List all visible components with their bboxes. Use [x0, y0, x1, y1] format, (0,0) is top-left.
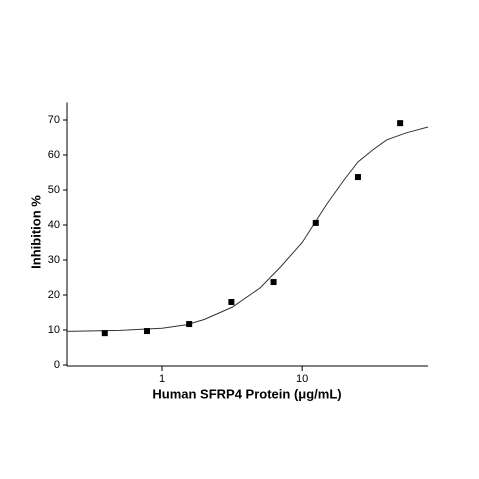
y-tick-label: 10 — [48, 324, 60, 336]
data-point — [228, 299, 235, 305]
data-point — [312, 219, 319, 226]
data-point — [354, 174, 361, 181]
x-tick-label: 1 — [159, 373, 165, 385]
y-tick-label: 70 — [48, 114, 60, 126]
y-axis-title: Inhibition % — [28, 195, 43, 269]
x-axis-title: Human SFRP4 Protein (μg/mL) — [152, 386, 341, 401]
x-tick-label: 10 — [296, 373, 308, 385]
data-point — [397, 120, 404, 127]
y-tick-label: 20 — [48, 289, 60, 301]
data-point — [143, 328, 150, 335]
y-tick-label: 60 — [48, 149, 60, 161]
y-tick-label: 0 — [54, 359, 60, 371]
data-point — [101, 330, 108, 337]
data-point — [270, 279, 277, 286]
y-tick-label: 50 — [48, 184, 60, 196]
fit-curve — [66, 126, 429, 332]
data-point — [186, 321, 193, 328]
y-tick-label: 30 — [48, 254, 60, 266]
y-tick-label: 40 — [48, 219, 60, 231]
